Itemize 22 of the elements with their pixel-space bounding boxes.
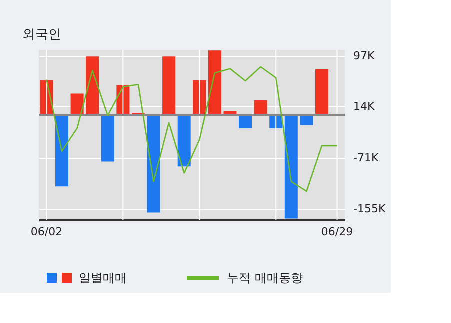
bar [208, 50, 222, 115]
line-series [46, 66, 338, 192]
y-tick-label: 97K [354, 50, 376, 63]
x-tick-label: 06/29 [321, 226, 354, 238]
x-tick-label: 06/02 [30, 226, 63, 238]
bar [147, 114, 160, 213]
bar [56, 114, 69, 187]
bar [86, 56, 100, 115]
y-tick-label: -71K [354, 152, 380, 165]
y-tick-label: -155K [354, 202, 386, 216]
bar [254, 100, 268, 115]
bar [178, 114, 191, 167]
bar [315, 69, 328, 115]
legend-label: 일별매매 [79, 271, 127, 285]
bar [300, 114, 314, 126]
chart-title: 외국인 [22, 28, 62, 42]
y-tick-label: 14K [354, 100, 376, 113]
bar [284, 114, 298, 219]
bar [162, 56, 176, 115]
legend-label: 누적 매매동향 [227, 271, 303, 285]
bar [239, 114, 252, 128]
bar [101, 114, 114, 162]
